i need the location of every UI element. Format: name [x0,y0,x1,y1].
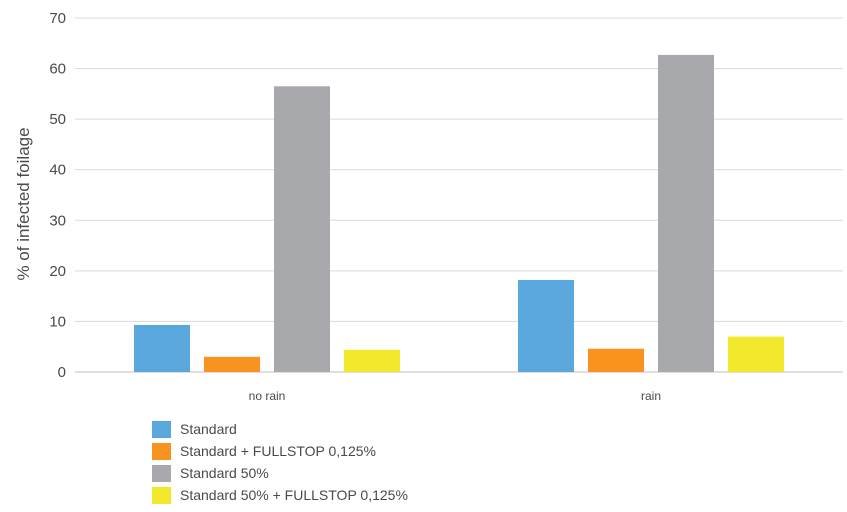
bar [204,356,260,372]
legend-label: Standard 50% [180,465,269,481]
x-axis-ticks: no rain rain [249,389,661,403]
x-tick-label: no rain [249,389,286,403]
legend-swatch [152,442,171,460]
y-tick-label: 30 [49,212,66,229]
y-tick-label: 0 [58,364,66,381]
y-tick-label: 10 [49,313,66,330]
legend-item: Standard 50% [152,462,408,484]
legend-item: Standard [152,418,408,440]
legend-swatch [152,420,171,438]
legend: Standard Standard + FULLSTOP 0,125% Standa… [152,418,408,506]
bars [134,54,784,373]
bar [518,279,574,372]
y-tick-label: 60 [49,61,66,78]
legend-item: Standard + FULLSTOP 0,125% [152,440,408,462]
bar [344,349,400,372]
legend-label: Standard [180,421,237,437]
legend-label: Standard 50% + FULLSTOP 0,125% [180,487,408,503]
legend-item: Standard 50% + FULLSTOP 0,125% [152,484,408,506]
bar-chart: % of infected foilage 0 10 20 30 40 50 60 70 no… [14,10,843,403]
x-tick-label: rain [641,389,661,403]
y-tick-label: 40 [49,162,66,179]
bar [588,348,644,372]
legend-swatch [152,486,171,504]
legend-swatch [152,464,171,482]
bar [274,86,330,373]
y-axis-label: % of infected foilage [14,127,33,280]
y-tick-label: 70 [49,10,66,27]
y-axis-ticks: 0 10 20 30 40 50 60 70 [49,10,66,381]
y-tick-label: 50 [49,111,66,128]
bar [134,324,190,372]
bar [728,336,784,372]
bar [658,54,714,372]
y-tick-label: 20 [49,263,66,280]
gridlines [75,17,843,373]
legend-label: Standard + FULLSTOP 0,125% [180,443,376,459]
